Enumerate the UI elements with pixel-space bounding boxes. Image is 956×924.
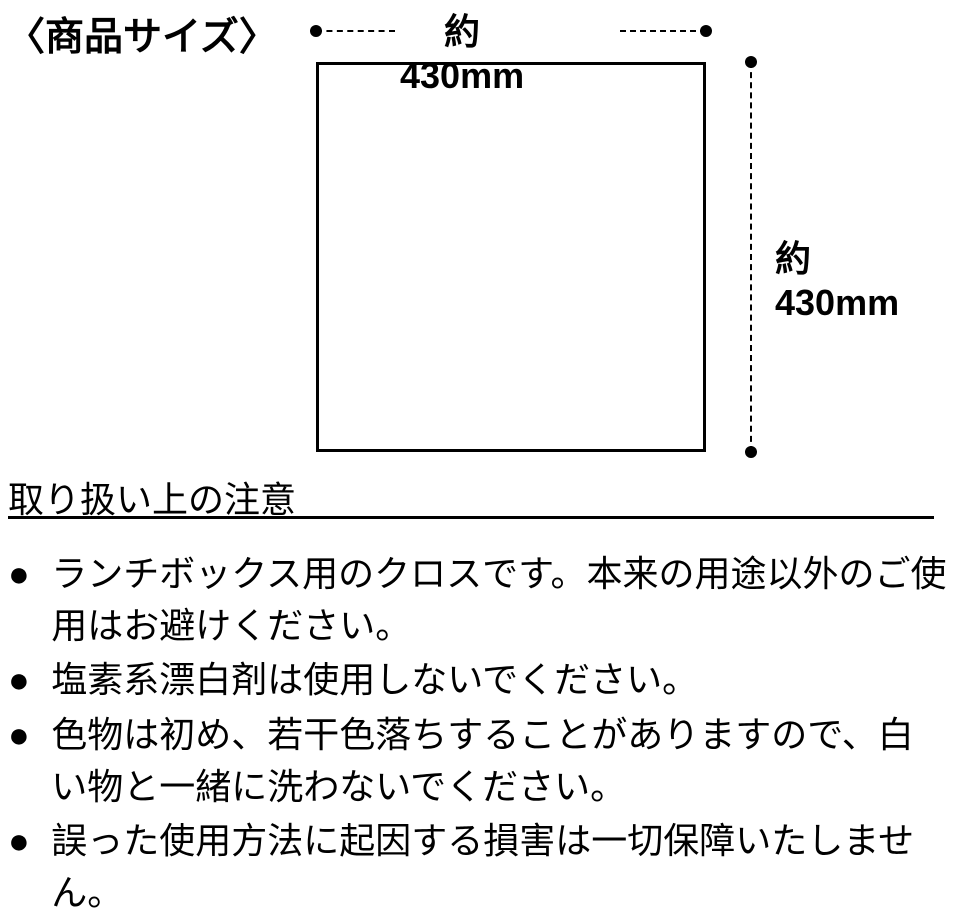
list-item: ランチボックス用のクロスです。本来の用途以外のご使用はお避けください。 bbox=[8, 548, 948, 652]
width-dim-line-right bbox=[620, 30, 706, 32]
divider-rule bbox=[8, 516, 934, 519]
height-dim-dot-top bbox=[745, 56, 757, 68]
width-dim-dot-left bbox=[310, 25, 322, 37]
handling-notice-list: ランチボックス用のクロスです。本来の用途以外のご使用はお避けください。 塩素系漂… bbox=[8, 548, 948, 921]
product-square bbox=[316, 62, 706, 452]
height-dim-dot-bottom bbox=[745, 446, 757, 458]
list-item: 塩素系漂白剤は使用しないでください。 bbox=[8, 654, 948, 706]
list-item: 誤った使用方法に起因する損害は一切保障いたしません。 bbox=[8, 815, 948, 919]
height-dim-line bbox=[750, 62, 752, 452]
product-size-heading: 〈商品サイズ〉 bbox=[6, 6, 278, 62]
list-item: 色物は初め、若干色落ちすることがありますので、白い物と一緒に洗わないでください。 bbox=[8, 709, 948, 813]
width-dim-dot-right bbox=[700, 25, 712, 37]
height-dimension-label: 約430mm bbox=[775, 230, 899, 324]
width-dim-line-left bbox=[316, 30, 395, 32]
